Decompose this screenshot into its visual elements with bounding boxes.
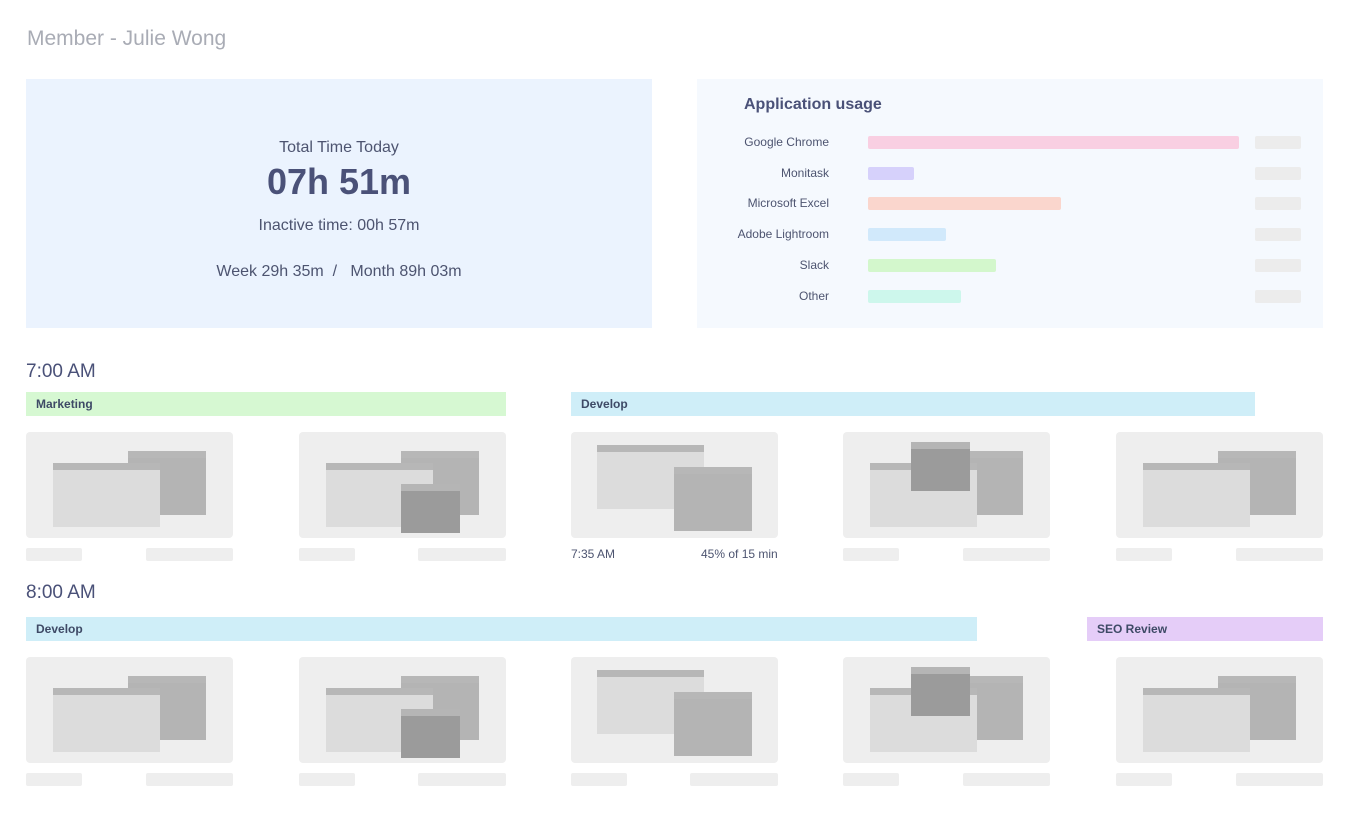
usage-app-name: Monitask [780,166,829,180]
window-shape [401,484,460,533]
usage-row: Adobe Lightroom [697,226,1323,242]
meta-placeholder [571,773,627,786]
meta-placeholder [963,548,1050,561]
window-shape [674,692,752,756]
usage-app-name: Google Chrome [744,135,829,149]
usage-value-placeholder [1255,197,1301,210]
usage-row: Other [697,288,1323,304]
meta-placeholder [1236,548,1323,561]
page-title: Member - Julie Wong [27,27,227,50]
meta-placeholder [843,548,899,561]
usage-row: Slack [697,257,1323,273]
window-shape [53,463,160,527]
window-shape [1143,688,1250,752]
meta-placeholder [146,773,233,786]
usage-row: Monitask [697,165,1323,181]
window-shape [911,667,970,716]
screenshot-thumbnail[interactable] [571,432,778,538]
week-month-totals: Week 29h 35m / Month 89h 03m [216,263,462,280]
time-summary-card: Total Time Today 07h 51m Inactive time: … [26,79,652,328]
window-shape [911,442,970,491]
screenshot-thumbnail[interactable] [26,432,233,538]
screenshot-thumbnail[interactable] [843,657,1050,763]
meta-placeholder [146,548,233,561]
usage-value-placeholder [1255,259,1301,272]
usage-bar [868,136,1239,149]
screenshot-time: 7:35 AM [571,547,616,561]
screenshot-thumbnail[interactable] [571,657,778,763]
usage-bar [868,197,1061,210]
total-time-label: Total Time Today [279,139,399,156]
usage-value-placeholder [1255,136,1301,149]
task-bar-develop[interactable]: Develop [26,617,977,641]
usage-bar [868,167,914,180]
usage-value-placeholder [1255,290,1301,303]
window-shape [674,467,752,531]
screenshot-thumbnail[interactable] [299,432,506,538]
meta-placeholder [690,773,778,786]
screenshot-thumbnail[interactable] [843,432,1050,538]
usage-app-name: Other [798,289,829,303]
task-bar-marketing[interactable]: Marketing [26,392,506,416]
usage-bar [868,228,946,241]
meta-placeholder [1116,773,1172,786]
meta-placeholder [1116,548,1172,561]
screenshot-thumbnail[interactable] [299,657,506,763]
application-usage-card: Application usage Google Chrome Monitask… [697,79,1323,328]
meta-placeholder [299,773,355,786]
window-shape [401,709,460,758]
meta-placeholder [26,773,82,786]
meta-placeholder [26,548,82,561]
usage-bar [868,259,996,272]
hour-label-7am: 7:00 AM [26,361,96,382]
total-time-value: 07h 51m [266,161,412,202]
usage-bar [868,290,961,303]
inactive-time: Inactive time: 00h 57m [258,217,420,234]
meta-placeholder [418,548,506,561]
usage-app-name: Slack [799,258,829,272]
screenshot-thumbnail[interactable] [1116,657,1323,763]
meta-placeholder [963,773,1050,786]
task-bar-seo-review[interactable]: SEO Review [1087,617,1323,641]
screenshot-thumbnail[interactable] [1116,432,1323,538]
screenshot-thumbnail[interactable] [26,657,233,763]
meta-placeholder [418,773,506,786]
usage-title: Application usage [744,96,882,113]
usage-app-name: Adobe Lightroom [737,227,829,241]
meta-placeholder [299,548,355,561]
task-bar-develop[interactable]: Develop [571,392,1255,416]
window-shape [1143,463,1250,527]
usage-row: Microsoft Excel [697,195,1323,211]
screenshot-activity: 45% of 15 min [701,547,778,561]
meta-placeholder [1236,773,1323,786]
usage-value-placeholder [1255,167,1301,180]
meta-placeholder [843,773,899,786]
usage-app-name: Microsoft Excel [747,196,829,210]
window-shape [53,688,160,752]
hour-label-8am: 8:00 AM [26,582,96,603]
usage-value-placeholder [1255,228,1301,241]
usage-row: Google Chrome [697,134,1323,150]
